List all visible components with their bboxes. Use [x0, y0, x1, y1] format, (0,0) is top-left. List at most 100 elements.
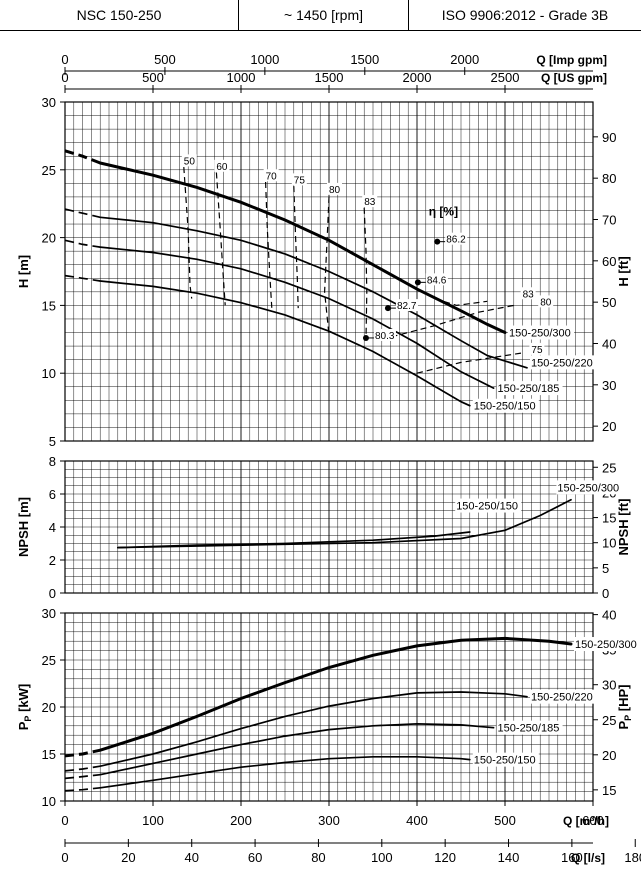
curve-150-250/185 — [99, 723, 495, 776]
bep-label-bg — [373, 328, 396, 341]
speed-label: ~ 1450 [rpm] — [239, 0, 409, 31]
series-label: 150-250/185 — [498, 383, 560, 395]
bottom2-tick-label: 20 — [121, 850, 135, 865]
iso-label-bg — [538, 295, 554, 308]
right-tick-label: 60 — [602, 254, 616, 269]
header-bar: NSC 150-250 ~ 1450 [rpm] ISO 9906:2012 -… — [0, 0, 641, 33]
right-tick-label: 30 — [602, 378, 616, 393]
bottom2-tick-label: 80 — [311, 850, 325, 865]
curve-150-250/150 — [116, 531, 471, 549]
bottom1-tick-label: 300 — [318, 813, 340, 828]
y-tick-label: 0 — [49, 586, 56, 601]
right-tick-label: 50 — [602, 295, 616, 310]
plot-frame-head — [64, 101, 594, 442]
curve-150-250/185 — [99, 246, 495, 389]
iso-efficiency-curve — [215, 172, 226, 306]
curve-150-250/300 — [98, 636, 573, 752]
bottom2-tick-label: 180 — [624, 850, 641, 865]
top1-axis-label: Q [Imp gpm] — [536, 53, 607, 67]
efficiency-axis-label: η [%] — [429, 204, 458, 218]
top1-tick-label: 1500 — [350, 52, 379, 67]
bottom2-tick-label: 40 — [184, 850, 198, 865]
iso-efficiency-label: 80 — [540, 297, 552, 308]
right-tick-label: 90 — [602, 130, 616, 145]
iso-efficiency-curve — [363, 207, 368, 340]
curve-dashed-150-250/300 — [64, 149, 101, 165]
curve-dashed-150-250/185 — [64, 773, 101, 780]
y-tick-label: 30 — [42, 95, 56, 110]
series-label: 150-250/150 — [474, 401, 536, 413]
y-tick-label: 25 — [42, 163, 56, 178]
bep-label-bg — [425, 273, 448, 286]
series-label: 150-250/220 — [531, 357, 593, 369]
curve-150-250/300 — [116, 498, 572, 549]
right-tick-label: 25 — [602, 460, 616, 475]
iso-efficiency-curve — [265, 181, 273, 309]
y-axis-label-right: H [ft] — [616, 256, 631, 286]
bottom2-axis-label: Q [l/s] — [571, 851, 605, 865]
bottom2-tick-label: 160 — [561, 850, 583, 865]
y-axis-label-right: PP [HP] — [616, 684, 633, 729]
series-label-bg — [472, 398, 539, 413]
bottom1-tick-label: 400 — [406, 813, 428, 828]
y-axis-label-left: NPSH [m] — [16, 497, 31, 557]
series-label: 150-250/300 — [509, 328, 571, 340]
y-tick-label: 8 — [49, 454, 56, 469]
bottom2-tick-label: 0 — [61, 850, 68, 865]
iso-label-bg — [263, 169, 279, 182]
curve-dashed-150-250/220 — [64, 765, 101, 772]
iso-efficiency-curve — [416, 352, 523, 374]
right-tick-label: 0 — [602, 586, 609, 601]
top2-axis-label: Q [US gpm] — [541, 71, 607, 85]
series-label-bg — [530, 689, 596, 704]
series-label-bg — [455, 498, 522, 513]
top1-tick-label: 1000 — [250, 52, 279, 67]
series-label-bg — [574, 637, 640, 652]
curve-150-250/220 — [99, 216, 528, 369]
bep-label: 80.3 — [375, 331, 395, 342]
iso-efficiency-label: 75 — [294, 175, 306, 186]
bottom2-tick-label: 60 — [248, 850, 262, 865]
series-label: 150-250/185 — [498, 723, 560, 735]
bottom2-tick-label: 100 — [371, 850, 393, 865]
series-label-bg — [530, 355, 596, 370]
y-tick-label: 15 — [42, 298, 56, 313]
bottom1-tick-label: 600 — [582, 813, 604, 828]
y-tick-label: 5 — [49, 434, 56, 449]
y-tick-label: 30 — [42, 606, 56, 621]
curve-150-250/150 — [99, 280, 471, 407]
curve-dashed-150-250/150 — [64, 274, 101, 282]
right-tick-label: 10 — [602, 536, 616, 551]
y-tick-label: 2 — [49, 553, 56, 568]
curve-dashed-150-250/185 — [64, 239, 101, 248]
right-tick-label: 20 — [602, 419, 616, 434]
series-label: 150-250/150 — [474, 755, 536, 767]
iso-efficiency-label: 60 — [216, 162, 228, 173]
iso-efficiency-label: 83 — [364, 197, 376, 208]
top1-tick-label: 0 — [61, 52, 68, 67]
top1-tick-label: 2000 — [450, 52, 479, 67]
bep-label: 82.7 — [397, 301, 417, 312]
y-tick-label: 20 — [42, 231, 56, 246]
y-tick-label: 10 — [42, 366, 56, 381]
right-tick-label: 70 — [602, 212, 616, 227]
series-label: 150-250/220 — [531, 692, 593, 704]
y-tick-label: 25 — [42, 653, 56, 668]
right-tick-label: 30 — [602, 678, 616, 693]
bottom1-tick-label: 500 — [494, 813, 516, 828]
iso-label-bg — [327, 182, 342, 195]
top2-tick-label: 500 — [142, 70, 164, 85]
model-title: NSC 150-250 — [0, 0, 239, 31]
bottom1-tick-label: 0 — [61, 813, 68, 828]
series-label: 150-250/300 — [575, 639, 637, 651]
iso-label-bg — [214, 159, 230, 172]
iso-efficiency-label: 50 — [184, 156, 196, 167]
curve-dashed-150-250/220 — [64, 208, 101, 219]
y-axis-label-right: NPSH [ft] — [616, 498, 631, 555]
right-tick-label: 25 — [602, 713, 616, 728]
iso-efficiency-curve — [323, 196, 330, 336]
iso-label-bg — [520, 287, 536, 300]
series-label-bg — [496, 720, 563, 735]
bep-label: 84.6 — [427, 275, 447, 286]
iso-label-bg — [291, 173, 307, 186]
